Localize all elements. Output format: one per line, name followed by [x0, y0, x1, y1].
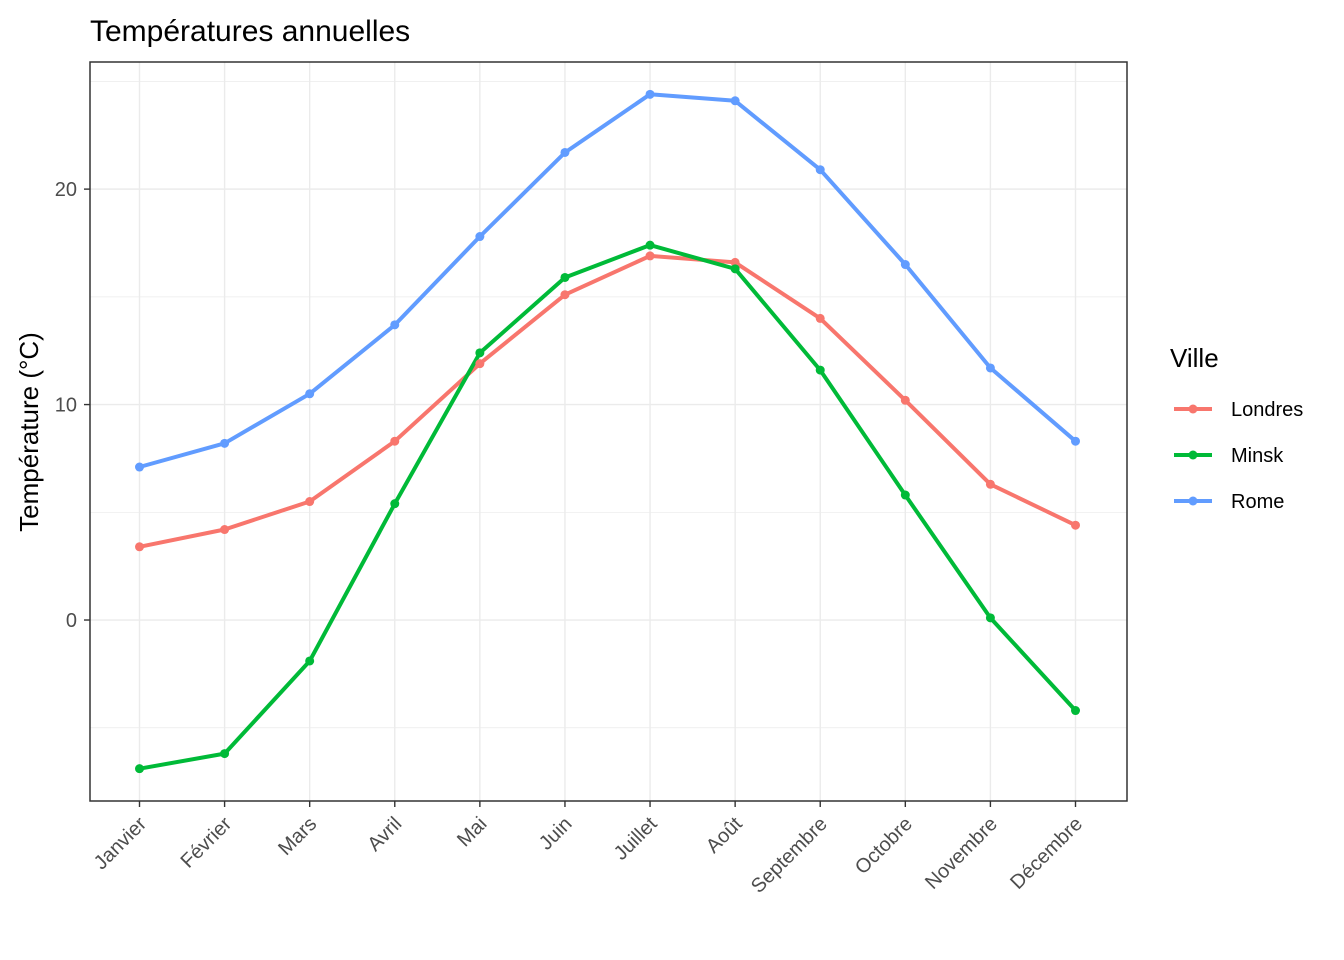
data-point-minsk [390, 499, 400, 509]
x-tick-label: Juillet [610, 813, 662, 865]
data-point-minsk [475, 348, 485, 358]
legend-title: Ville [1170, 343, 1219, 373]
data-point-londres [390, 436, 400, 446]
x-tick-label: Mai [453, 813, 491, 851]
x-tick-label: Novembre [921, 813, 1002, 894]
data-point-rome [220, 438, 230, 448]
data-point-rome [475, 232, 485, 242]
data-point-rome [815, 165, 825, 175]
grid [90, 62, 1127, 801]
chart-title: Températures annuelles [90, 15, 410, 48]
x-tick-label: Février [177, 813, 237, 873]
data-point-londres [475, 359, 485, 369]
data-point-minsk [305, 656, 315, 666]
series-points [135, 89, 1080, 774]
data-point-londres [1071, 520, 1080, 530]
data-point-londres [560, 290, 570, 300]
data-point-rome [645, 89, 655, 99]
data-point-rome [305, 389, 315, 399]
data-point-minsk [985, 613, 995, 623]
x-tick-label: Août [702, 813, 747, 858]
legend-key-point [1188, 404, 1198, 414]
data-point-rome [560, 147, 570, 157]
legend-label: Minsk [1231, 445, 1284, 467]
data-point-rome [985, 363, 995, 373]
legend-label: Rome [1231, 491, 1284, 513]
panel-border [89, 61, 1128, 802]
legend: Ville Londres Minsk Rome [1170, 343, 1303, 513]
data-point-londres [730, 257, 740, 267]
series-line-rome [138, 92, 1077, 469]
legend-key-point [1188, 496, 1198, 506]
legend-label: Londres [1231, 399, 1303, 421]
y-axis-label: Température (°C) [14, 332, 44, 532]
x-tick-label: Mars [274, 813, 321, 860]
data-point-rome [390, 320, 400, 330]
x-tick-label: Septembre [747, 813, 832, 898]
y-tick-label: 10 [55, 395, 77, 417]
x-tick-label: Octobre [851, 813, 917, 879]
data-point-londres [645, 251, 655, 261]
x-axis: Janvier Février Mars Avril Mai Juin Juillet Aoû… [90, 801, 1087, 898]
data-point-rome [1071, 436, 1080, 446]
x-tick-label: Décembre [1006, 813, 1087, 894]
data-point-rome [135, 462, 144, 472]
data-point-minsk [560, 272, 570, 282]
data-point-rome [730, 96, 740, 106]
series-line-minsk [139, 243, 1077, 771]
data-point-minsk [900, 490, 910, 500]
data-point-rome [900, 260, 910, 270]
x-tick-label: Janvier [90, 813, 151, 874]
data-point-londres [135, 542, 144, 552]
data-point-minsk [1071, 706, 1080, 716]
data-point-minsk [135, 764, 144, 774]
series-lines [138, 92, 1077, 771]
x-tick-label: Juin [535, 813, 577, 855]
y-tick-label: 20 [55, 179, 77, 201]
data-point-minsk [815, 365, 825, 375]
y-axis: 0 10 20 [55, 179, 90, 632]
x-tick-label: Avril [364, 813, 407, 856]
data-point-minsk [220, 749, 230, 759]
data-point-minsk [730, 264, 740, 274]
data-point-londres [305, 497, 315, 507]
y-tick-label: 0 [66, 610, 77, 632]
data-point-londres [815, 313, 825, 323]
legend-key-point [1188, 450, 1198, 460]
data-point-londres [985, 479, 995, 489]
data-point-londres [900, 395, 910, 405]
series-line-londres [139, 253, 1077, 549]
data-point-londres [220, 525, 230, 535]
data-point-minsk [645, 240, 655, 250]
